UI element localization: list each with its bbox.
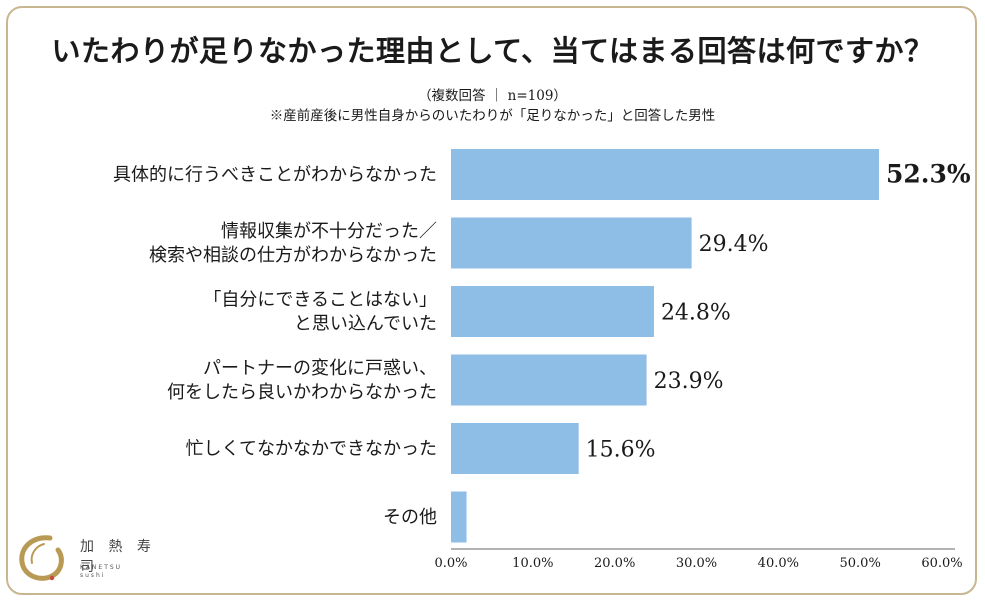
logo-name: 加 熱 寿 司 xyxy=(80,539,156,575)
logo-roman-1: KANETSU xyxy=(80,564,123,571)
category-label-2-1: と思い込んでいた xyxy=(294,314,437,335)
chart-note: ※産前産後に男性自身からのいたわりが「足りなかった」と回答した男性 xyxy=(269,108,716,124)
category-label-1-0: 情報収集が不十分だった／ xyxy=(221,221,437,242)
bar-1 xyxy=(451,217,692,269)
bar-5 xyxy=(451,491,467,543)
category-label-3-1: 何をしたら良いかわからなかった xyxy=(167,382,437,403)
category-label-5-0: その他 xyxy=(383,507,437,528)
value-label-4: 15.6% xyxy=(586,438,656,463)
brand-logo: 加 熱 寿 司 KANETSU sushi xyxy=(14,530,164,586)
bar-3 xyxy=(451,354,647,406)
logo-circle-icon xyxy=(19,535,64,581)
x-tick-label-6: 60.0% xyxy=(921,556,962,571)
category-label-4-0: 忙しくてなかなかできなかった xyxy=(186,439,437,460)
value-label-2: 24.8% xyxy=(661,301,731,326)
value-label-1: 29.4% xyxy=(699,232,769,257)
x-tick-label-0: 0.0% xyxy=(434,556,467,571)
category-label-2-0: 「自分にできることはない」 xyxy=(203,290,437,311)
x-tick-label-5: 50.0% xyxy=(840,556,881,571)
bar-4 xyxy=(451,423,579,474)
x-tick-label-3: 30.0% xyxy=(676,556,717,571)
category-label-3-0: パートナーの変化に戸惑い、 xyxy=(203,358,437,379)
chart-title: いたわりが足りなかった理由として、当てはまる回答は何ですか？ xyxy=(51,34,934,68)
category-label-1-1: 検索や相談の仕方がわからなかった xyxy=(149,245,437,266)
x-tick-label-2: 20.0% xyxy=(594,556,635,571)
logo-roman-2: sushi xyxy=(80,572,106,579)
value-label-3: 23.9% xyxy=(654,369,724,394)
x-tick-label-4: 40.0% xyxy=(758,556,799,571)
bar-2 xyxy=(451,286,654,337)
x-tick-label-1: 10.0% xyxy=(512,556,553,571)
bar-0 xyxy=(451,149,879,200)
logo-roman: KANETSU sushi xyxy=(80,564,122,580)
chart-subtitle: （複数回答 ｜ n=109） xyxy=(418,88,567,104)
category-label-0-0: 具体的に行うべきことがわからなかった xyxy=(113,165,437,186)
value-label-0: 52.3% xyxy=(886,160,971,189)
chart-frame xyxy=(6,6,977,595)
